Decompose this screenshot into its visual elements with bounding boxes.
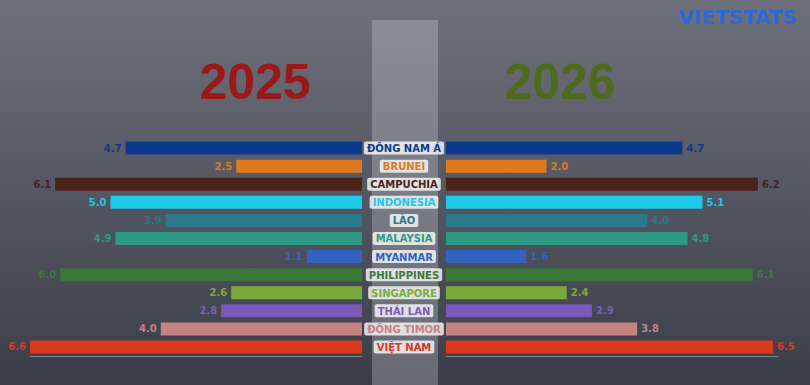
svg-text:BRUNEI: BRUNEI bbox=[383, 161, 425, 172]
svg-text:MYANMAR: MYANMAR bbox=[375, 252, 433, 263]
svg-text:2.8: 2.8 bbox=[199, 305, 217, 316]
svg-text:4.0: 4.0 bbox=[139, 323, 157, 334]
svg-text:4.7: 4.7 bbox=[686, 143, 704, 154]
svg-text:VIETSTATS: VIETSTATS bbox=[678, 5, 797, 29]
svg-text:6.1: 6.1 bbox=[757, 269, 775, 280]
svg-text:2.0: 2.0 bbox=[551, 161, 569, 172]
svg-text:4.7: 4.7 bbox=[104, 143, 122, 154]
svg-text:2.6: 2.6 bbox=[209, 287, 227, 298]
svg-text:INDONESIA: INDONESIA bbox=[373, 197, 436, 208]
svg-text:6.1: 6.1 bbox=[33, 179, 51, 190]
svg-text:6.2: 6.2 bbox=[762, 179, 780, 190]
svg-text:VIỆT NAM: VIỆT NAM bbox=[377, 341, 432, 353]
svg-text:LÀO: LÀO bbox=[393, 214, 416, 226]
svg-text:5.0: 5.0 bbox=[89, 197, 107, 208]
svg-text:6.6: 6.6 bbox=[8, 341, 26, 352]
svg-text:1.6: 1.6 bbox=[530, 251, 548, 262]
svg-text:2.4: 2.4 bbox=[571, 287, 589, 298]
svg-text:5.1: 5.1 bbox=[707, 197, 725, 208]
svg-text:6.5: 6.5 bbox=[777, 341, 795, 352]
svg-text:3.9: 3.9 bbox=[144, 215, 162, 226]
svg-text:ĐÔNG TIMOR: ĐÔNG TIMOR bbox=[367, 323, 441, 335]
svg-text:2.9: 2.9 bbox=[596, 305, 614, 316]
svg-text:2026: 2026 bbox=[504, 54, 615, 110]
svg-text:1.1: 1.1 bbox=[285, 251, 303, 262]
svg-text:CAMPUCHIA: CAMPUCHIA bbox=[370, 179, 438, 190]
svg-text:PHILIPPINES: PHILIPPINES bbox=[369, 270, 439, 281]
svg-text:4.8: 4.8 bbox=[691, 233, 709, 244]
svg-text:3.8: 3.8 bbox=[641, 323, 659, 334]
svg-text:2.5: 2.5 bbox=[215, 161, 233, 172]
svg-text:6.0: 6.0 bbox=[38, 269, 56, 280]
svg-text:4.9: 4.9 bbox=[94, 233, 112, 244]
svg-text:MALAYSIA: MALAYSIA bbox=[376, 233, 433, 244]
svg-text:THÁI LAN: THÁI LAN bbox=[378, 305, 431, 317]
svg-text:ĐÔNG NAM Á: ĐÔNG NAM Á bbox=[367, 142, 441, 154]
svg-text:2025: 2025 bbox=[199, 54, 310, 110]
svg-text:SINGAPORE: SINGAPORE bbox=[371, 288, 437, 299]
svg-text:4.0: 4.0 bbox=[651, 215, 669, 226]
